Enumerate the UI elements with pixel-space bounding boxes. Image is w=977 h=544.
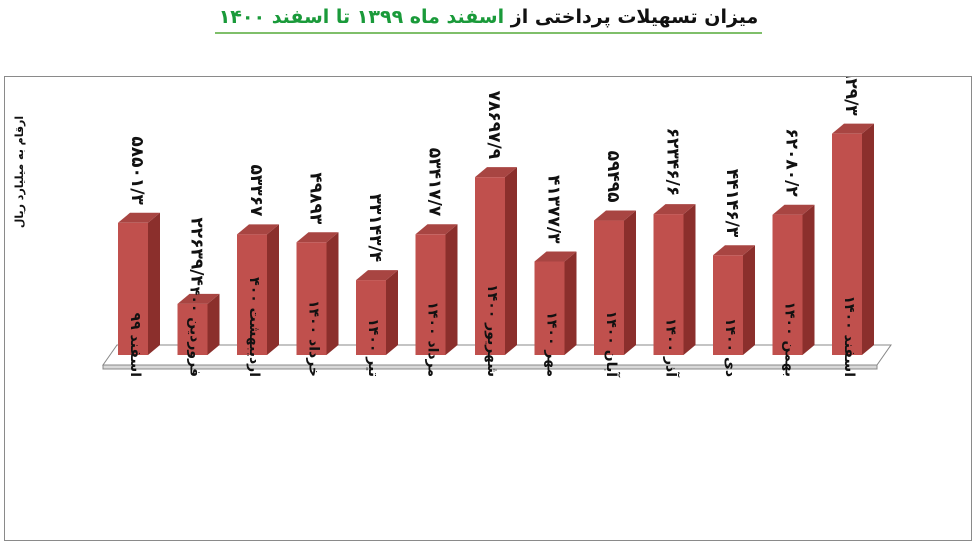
bar-side: [683, 204, 696, 355]
x-tick-label: مرداد ۱۴۰۰: [425, 301, 441, 377]
y-axis-label: ارقام به میلیارد ریال: [13, 116, 26, 228]
x-tick-label: خرداد ۱۴۰۰: [306, 300, 322, 377]
data-label: ۵۳۴۱۷/۷: [425, 148, 445, 217]
title-underline: میزان تسهیلات پرداختی از اسفند ماه ۱۳۹۹ …: [214, 6, 763, 34]
bar-side: [148, 212, 160, 355]
title-text: میزان تسهیلات پرداختی از: [504, 6, 759, 28]
bar-side: [862, 123, 874, 355]
bar-top: [415, 224, 458, 235]
bar-top: [594, 210, 636, 221]
data-label: ۶۲۳۴۶/۶: [663, 128, 683, 196]
bar: [118, 222, 148, 355]
x-tick-label: بهمن ۱۴۰۰: [782, 301, 798, 377]
bar-side: [267, 224, 279, 355]
chart-frame: ارقام به میلیارد ریال ۵۸۵۰۱/۳ اسفند ۹۹ ۲۲۶۳…: [4, 76, 972, 541]
bar: [832, 133, 862, 355]
chart-title: میزان تسهیلات پرداختی از اسفند ماه ۱۳۹۹ …: [0, 6, 977, 34]
data-label: ۴۱۳۷۷/۳: [544, 175, 564, 244]
data-label: ۵۳۳۶۷: [246, 164, 266, 217]
bar-top: [177, 293, 220, 304]
bar-side: [505, 167, 517, 355]
data-label: ۵۹۴۹۵: [603, 151, 623, 203]
bar-side: [386, 270, 398, 355]
data-label: ۴۹۸۹۳: [306, 172, 326, 225]
bar: [594, 220, 624, 355]
bar-side: [802, 204, 815, 355]
data-label: ۳۳۱۴۳/۴: [365, 194, 385, 262]
x-tick-label: آبان ۱۴۰۰: [603, 311, 621, 379]
chart-floor-front: [102, 364, 878, 370]
title-highlight: اسفند ماه ۱۳۹۹ تا اسفند ۱۴۰۰: [218, 6, 505, 28]
bar-side: [624, 210, 636, 355]
bar: [713, 255, 743, 355]
bar: [415, 234, 446, 355]
bar-side: [564, 251, 577, 355]
x-tick-label: دی ۱۴۰۰: [722, 318, 738, 377]
bar-top: [653, 204, 696, 215]
bar-side: [326, 232, 339, 355]
bar: [177, 303, 208, 355]
x-tick-label: اردیبهشت ۴۰۰: [246, 277, 262, 377]
bar: [237, 234, 267, 355]
bar-top: [237, 224, 279, 235]
bar-top: [356, 270, 398, 281]
bar-top: [475, 167, 517, 178]
bar-top: [772, 204, 815, 215]
bar-chart: ارقام به میلیارد ریال ۵۸۵۰۱/۳ اسفند ۹۹ ۲۲۶۳…: [13, 77, 892, 379]
bar-side: [743, 245, 755, 355]
data-label: ۹۷۹۲۹/۳: [841, 77, 861, 116]
bar-top: [118, 212, 160, 223]
bar-side: [445, 224, 458, 355]
bar: [475, 177, 505, 355]
bar-top: [832, 123, 874, 134]
bar-top: [534, 251, 577, 262]
bar: [534, 261, 565, 355]
bar: [653, 214, 684, 355]
x-tick-label: مهر ۱۴۰۰: [544, 311, 560, 377]
x-tick-label: فروردین ۴۰۰: [187, 287, 203, 377]
bar: [296, 242, 327, 355]
data-label: ۶۲۰۸۰/۲: [782, 128, 802, 197]
bar-top: [296, 232, 339, 243]
x-tick-label: تیر ۱۴۰۰: [365, 318, 381, 377]
x-tick-label: آذر ۱۴۰۰: [663, 318, 681, 378]
bar-side: [207, 293, 220, 355]
x-tick-label: شهریور ۱۴۰۰: [484, 284, 500, 377]
data-label: ۷۸۶۹۷/۹: [484, 91, 504, 160]
bar: [772, 214, 803, 355]
bar: [356, 280, 386, 355]
x-tick-label: اسفند ۹۹: [127, 313, 143, 377]
x-tick-label: اسفند ۱۴۰۰: [841, 295, 857, 377]
data-label: ۴۴۱۴۶/۳: [722, 169, 742, 238]
data-label: ۲۲۶۳۹/۴: [187, 217, 207, 285]
bar-top: [713, 245, 755, 256]
data-label: ۵۸۵۰۱/۳: [127, 136, 147, 205]
